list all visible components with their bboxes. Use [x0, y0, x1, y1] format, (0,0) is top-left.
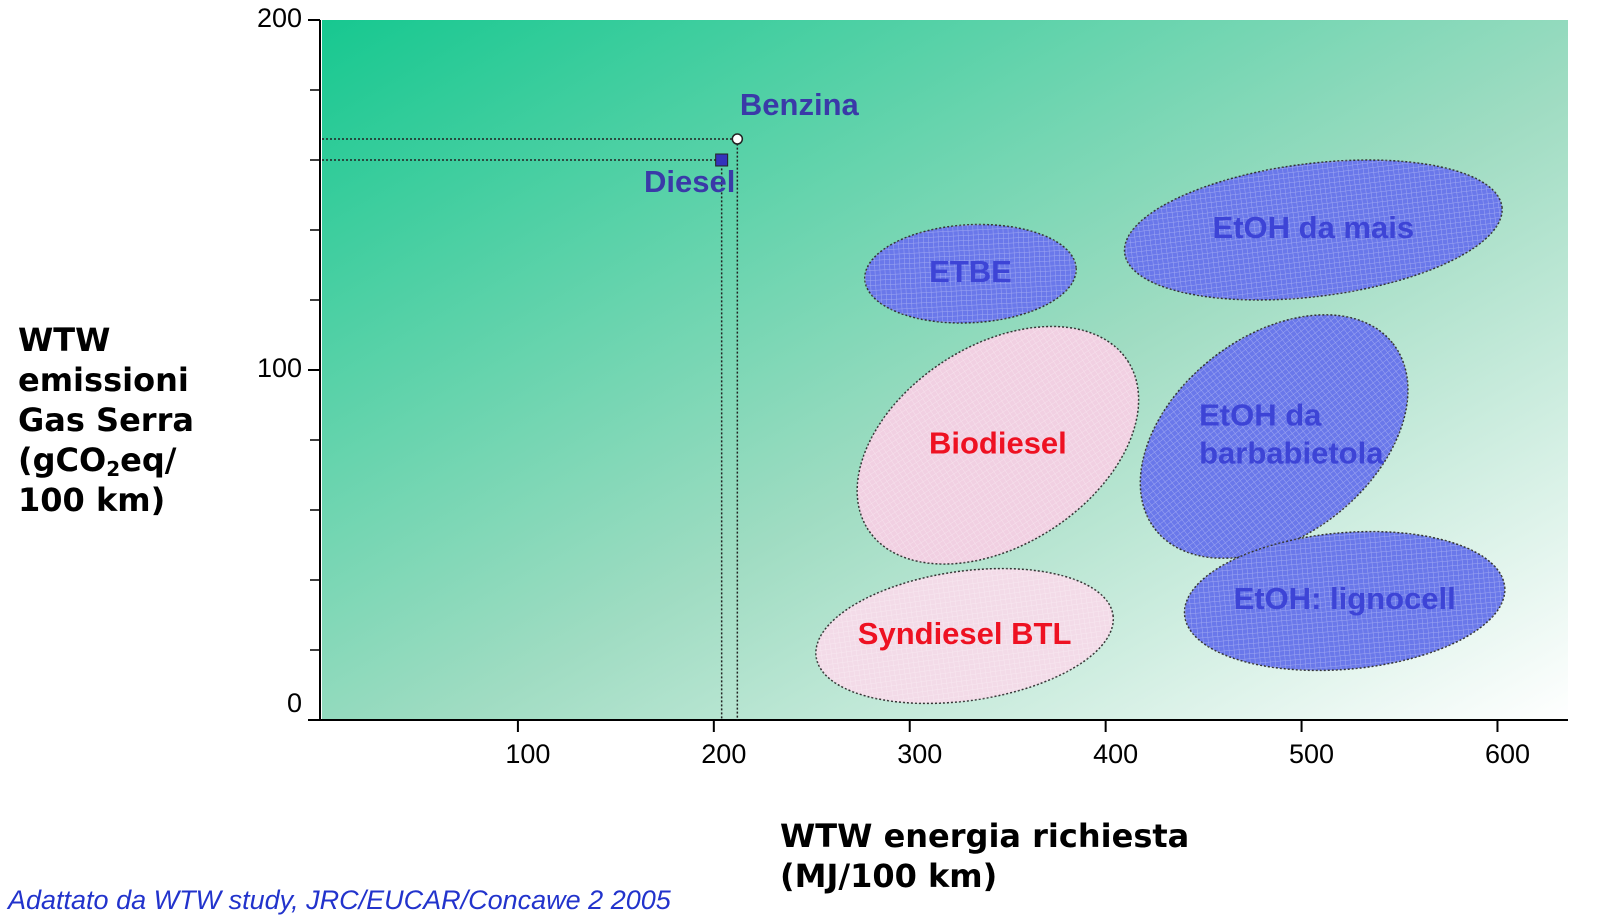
region-label: Syndiesel BTL [858, 616, 1072, 651]
region-hatch [1140, 314, 1408, 559]
region-label: EtOH da mais [1213, 210, 1415, 245]
x-axis-label: WTW energia richiesta [780, 817, 1189, 855]
region-hatch [864, 224, 1077, 323]
point [731, 133, 744, 145]
point-label: Benzina [740, 87, 860, 122]
y-axis-label: WTW [18, 321, 110, 359]
source-note: Adattato da WTW study, JRC/EUCAR/Concawe… [6, 885, 672, 915]
region-label: ETBE [929, 254, 1012, 289]
region-label: barbabietola [1199, 436, 1384, 471]
y-axis-label: Gas Serra [18, 401, 194, 439]
region-label: EtOH da [1199, 398, 1322, 433]
x-tick-label: 200 [701, 739, 746, 769]
region-hatch [815, 568, 1114, 704]
x-tick-label: 500 [1289, 739, 1334, 769]
point-label: Diesel [644, 164, 735, 199]
guide-line [322, 159, 723, 720]
x-tick-label: 100 [505, 739, 550, 769]
x-tick-label: 300 [897, 739, 942, 769]
region-hatch [857, 326, 1139, 565]
y-tick-label: 0 [287, 688, 302, 718]
region [815, 567, 1115, 705]
y-axis-label-part: 2 [106, 457, 120, 481]
region-label: Biodiesel [929, 425, 1067, 460]
region [1123, 159, 1503, 301]
y-tick-label: 100 [257, 353, 302, 383]
y-axis-label-part: (gCO [18, 441, 106, 479]
y-axis-label: (gCO2eq/ [18, 441, 177, 481]
region [856, 325, 1140, 565]
point [715, 153, 729, 167]
x-tick-label: 400 [1093, 739, 1138, 769]
region [864, 223, 1077, 324]
x-axis-label: (MJ/100 km) [780, 857, 997, 895]
region [1183, 530, 1506, 672]
y-axis-label: 100 km) [18, 481, 165, 519]
region [1139, 314, 1409, 559]
y-axis-label-part: eq/ [120, 441, 177, 479]
y-tick-label: 200 [257, 3, 302, 33]
x-tick-label: 600 [1485, 739, 1530, 769]
y-axis-label: emissioni [18, 361, 189, 399]
region-hatch [1184, 531, 1505, 671]
region-label: EtOH: lignocell [1234, 581, 1456, 616]
region-hatch [1124, 160, 1503, 300]
